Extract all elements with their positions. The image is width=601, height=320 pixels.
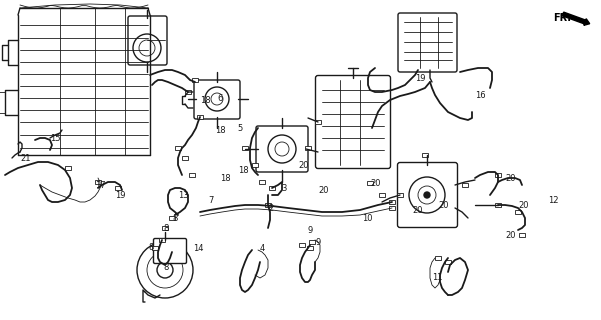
Bar bbox=[435, 256, 441, 260]
Text: 19: 19 bbox=[415, 74, 426, 83]
Bar bbox=[259, 180, 265, 184]
Text: 16: 16 bbox=[475, 91, 486, 100]
Bar bbox=[252, 163, 258, 167]
Bar bbox=[462, 183, 468, 187]
Bar bbox=[175, 146, 181, 150]
Text: 18: 18 bbox=[200, 95, 210, 105]
Bar bbox=[159, 238, 165, 242]
FancyBboxPatch shape bbox=[153, 238, 186, 263]
Bar bbox=[367, 181, 373, 185]
Bar bbox=[299, 243, 305, 247]
Text: 15: 15 bbox=[50, 133, 61, 142]
Text: 5: 5 bbox=[237, 124, 242, 132]
Bar bbox=[315, 120, 321, 124]
FancyBboxPatch shape bbox=[256, 126, 308, 172]
Bar bbox=[422, 153, 428, 157]
Text: 20: 20 bbox=[518, 201, 528, 210]
Bar bbox=[269, 186, 275, 190]
Bar bbox=[152, 246, 158, 250]
Text: 20: 20 bbox=[298, 161, 308, 170]
Text: 20: 20 bbox=[438, 201, 448, 210]
Bar bbox=[397, 193, 403, 197]
Bar bbox=[182, 156, 188, 160]
Bar bbox=[65, 166, 71, 170]
Text: 20: 20 bbox=[505, 173, 516, 182]
FancyBboxPatch shape bbox=[397, 163, 457, 228]
Text: 8: 8 bbox=[148, 243, 153, 252]
Text: 7: 7 bbox=[208, 196, 213, 204]
Bar bbox=[495, 173, 501, 177]
Text: 17: 17 bbox=[95, 180, 106, 189]
Text: 13: 13 bbox=[178, 190, 189, 199]
Bar bbox=[519, 233, 525, 237]
Text: 10: 10 bbox=[362, 213, 373, 222]
Bar bbox=[389, 206, 395, 210]
Bar bbox=[305, 146, 311, 150]
Text: 21: 21 bbox=[20, 154, 31, 163]
FancyArrow shape bbox=[563, 12, 590, 25]
Bar bbox=[162, 226, 168, 230]
Text: 19: 19 bbox=[115, 190, 126, 199]
Bar bbox=[197, 115, 203, 119]
Bar bbox=[169, 216, 175, 220]
Text: FR.: FR. bbox=[553, 13, 571, 23]
Bar bbox=[265, 203, 271, 207]
Text: 20: 20 bbox=[505, 230, 516, 239]
Text: 9: 9 bbox=[308, 226, 313, 235]
FancyBboxPatch shape bbox=[316, 76, 391, 169]
Text: 14: 14 bbox=[193, 244, 204, 252]
FancyBboxPatch shape bbox=[398, 13, 457, 72]
Text: 20: 20 bbox=[370, 179, 380, 188]
Text: 12: 12 bbox=[548, 196, 558, 204]
Bar bbox=[115, 186, 121, 190]
Text: 20: 20 bbox=[412, 205, 423, 214]
Bar bbox=[495, 203, 501, 207]
Text: 4: 4 bbox=[260, 244, 265, 252]
Bar bbox=[307, 246, 313, 250]
Bar bbox=[379, 193, 385, 197]
Text: 8: 8 bbox=[163, 263, 168, 273]
Bar bbox=[389, 200, 395, 204]
Bar bbox=[242, 146, 248, 150]
Bar bbox=[309, 240, 315, 244]
Text: 9: 9 bbox=[316, 237, 322, 246]
Text: 2: 2 bbox=[268, 204, 273, 212]
FancyBboxPatch shape bbox=[128, 16, 167, 65]
Text: 8: 8 bbox=[163, 223, 168, 233]
Bar bbox=[192, 78, 198, 82]
Bar bbox=[515, 210, 521, 214]
Text: 18: 18 bbox=[220, 173, 231, 182]
Bar bbox=[185, 90, 191, 94]
Bar bbox=[95, 180, 101, 184]
Bar bbox=[445, 260, 451, 264]
Circle shape bbox=[424, 192, 430, 198]
Text: 18: 18 bbox=[238, 165, 249, 174]
Text: 8: 8 bbox=[172, 213, 177, 222]
Bar bbox=[189, 173, 195, 177]
Text: 18: 18 bbox=[215, 125, 225, 134]
Text: 11: 11 bbox=[432, 274, 442, 283]
Text: 6: 6 bbox=[217, 93, 222, 102]
FancyBboxPatch shape bbox=[194, 80, 240, 119]
Text: 20: 20 bbox=[318, 186, 329, 195]
Text: 3: 3 bbox=[281, 183, 286, 193]
